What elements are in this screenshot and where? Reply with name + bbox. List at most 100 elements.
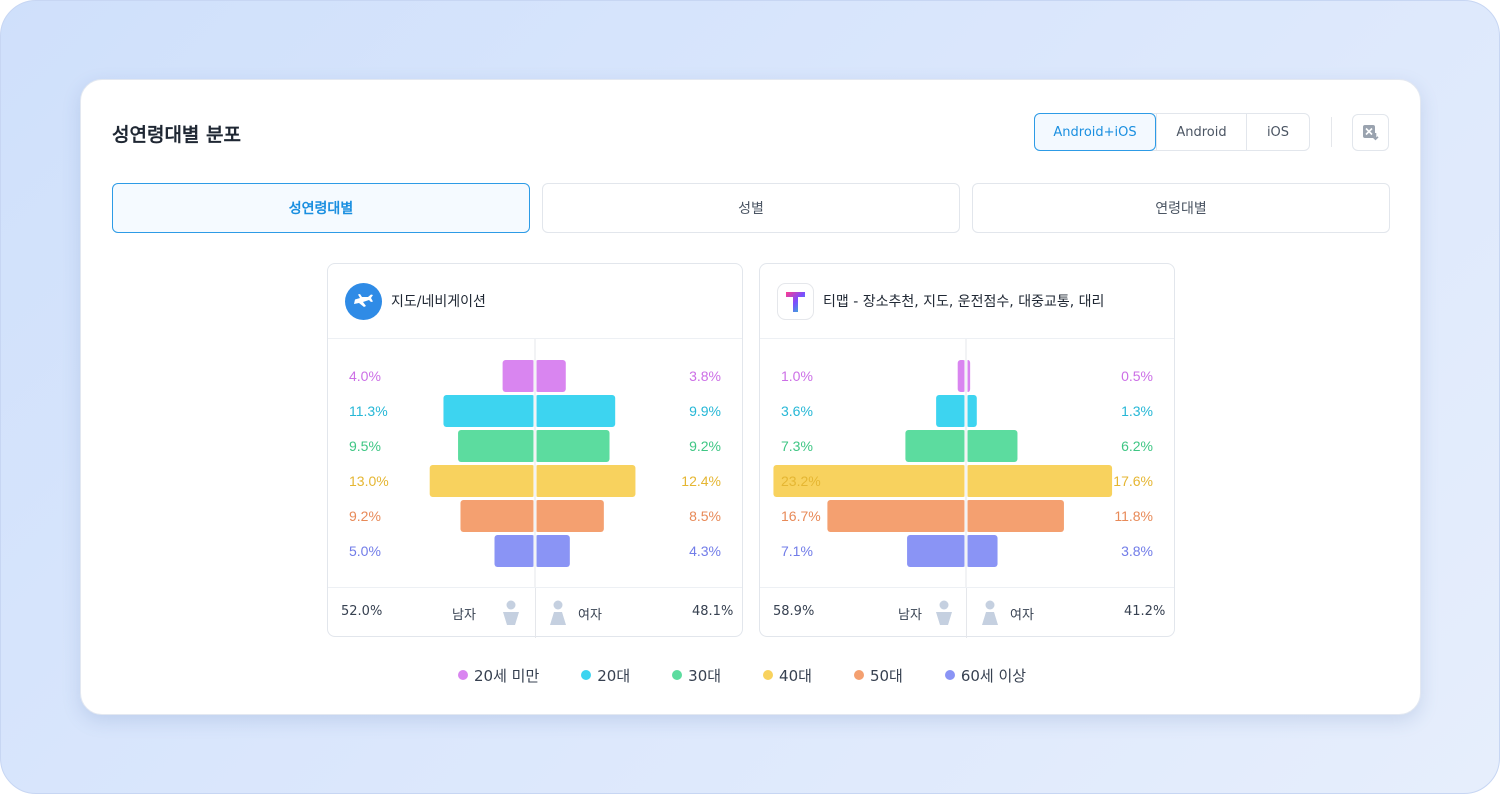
toolbar-divider	[1331, 117, 1332, 147]
population-pyramid-chart: 4.0% 3.8% 11.3% 9.9% 9.5% 9.2% 13.0% 12.4% 9.2% 8…	[349, 339, 721, 587]
population-pyramid-chart: 1.0% 0.5% 3.6% 1.3% 7.3% 6.2% 23.2% 17.6% 16.7% 1…	[773, 339, 1153, 587]
female-total: 48.1%	[692, 604, 734, 619]
male-bar[interactable]	[957, 360, 966, 392]
male-total: 52.0%	[341, 604, 383, 619]
tab-gender[interactable]: 성별	[542, 183, 960, 233]
tmap-logo-icon	[777, 283, 814, 320]
female-label: 여자	[1010, 608, 1034, 623]
male-bar[interactable]	[773, 465, 966, 497]
card-title: 성연령대별 분포	[112, 124, 241, 146]
male-value-label: 4.0%	[349, 368, 381, 384]
male-label: 남자	[898, 608, 922, 623]
platform-ios-button[interactable]: iOS	[1246, 114, 1309, 150]
male-value-label: 13.0%	[349, 473, 389, 489]
male-value-label: 9.2%	[349, 508, 381, 524]
panel-header: 지도/네비게이션	[328, 264, 742, 339]
panel-footer: 52.0% 남자 여자 48.1%	[328, 587, 742, 638]
app-name: 티맵 - 장소추천, 지도, 운전점수, 대중교통, 대리	[823, 294, 1105, 310]
male-person-icon	[936, 600, 952, 625]
male-bar[interactable]	[502, 360, 535, 392]
app-name: 지도/네비게이션	[391, 294, 486, 310]
female-value-label: 9.9%	[689, 403, 721, 419]
male-bar[interactable]	[907, 535, 966, 567]
legend-label: 30대	[688, 666, 722, 685]
male-bar[interactable]	[827, 500, 966, 532]
female-bar[interactable]	[966, 395, 977, 427]
male-bar[interactable]	[429, 465, 535, 497]
legend-item: 50대	[853, 665, 903, 686]
male-person-icon	[503, 600, 519, 625]
female-bar[interactable]	[966, 500, 1064, 532]
female-value-label: 9.2%	[689, 438, 721, 454]
legend-item: 30대	[672, 665, 721, 686]
platform-android-ios-button[interactable]: Android+iOS	[1034, 113, 1156, 151]
chart-legend: 20세 미만 20대 30대 40대 50대 60세 이상	[458, 665, 1026, 685]
footer-divider	[535, 588, 536, 638]
male-value-label: 3.6%	[781, 403, 813, 419]
female-bar[interactable]	[535, 465, 636, 497]
male-value-label: 11.3%	[349, 403, 388, 419]
female-value-label: 6.2%	[1121, 438, 1153, 454]
female-value-label: 17.6%	[1113, 473, 1153, 489]
legend-swatch	[672, 670, 683, 680]
male-value-label: 23.2%	[781, 473, 821, 489]
legend-swatch	[944, 670, 955, 680]
female-value-label: 0.5%	[1121, 368, 1153, 384]
female-bar[interactable]	[966, 535, 998, 567]
legend-label: 50대	[869, 666, 903, 685]
legend-label: 60세 이상	[960, 666, 1027, 685]
footer-divider	[966, 588, 967, 638]
legend-label: 40대	[779, 666, 812, 685]
male-label: 남자	[452, 608, 476, 623]
female-bar[interactable]	[535, 360, 566, 392]
legend-item: 20대	[581, 665, 630, 686]
legend-swatch	[458, 670, 468, 680]
app-panel-navigation: 지도/네비게이션 4.0% 3.8% 11.3% 9.9% 9.5% 9.2% 13.0% 1…	[327, 263, 743, 638]
female-value-label: 3.8%	[689, 368, 721, 384]
female-value-label: 4.3%	[689, 543, 721, 559]
female-total: 41.2%	[1124, 604, 1166, 619]
excel-download-button[interactable]	[1352, 114, 1389, 151]
male-bar[interactable]	[936, 395, 966, 427]
legend-swatch	[581, 670, 592, 680]
view-tabs: 성연령대별 성별 연령대별	[112, 183, 1390, 233]
female-bar[interactable]	[535, 430, 610, 462]
female-bar[interactable]	[535, 535, 570, 567]
legend-swatch	[763, 670, 774, 680]
app-panel-tmap: 티맵 - 장소추천, 지도, 운전점수, 대중교통, 대리 1.0% 0.5% 3.…	[759, 263, 1175, 638]
male-value-label: 7.3%	[781, 438, 813, 454]
female-value-label: 8.5%	[689, 508, 721, 524]
female-value-label: 1.3%	[1121, 403, 1153, 419]
male-bar[interactable]	[905, 430, 966, 462]
male-bar[interactable]	[460, 500, 535, 532]
male-bar[interactable]	[458, 430, 535, 462]
excel-download-icon	[1362, 124, 1379, 140]
male-value-label: 9.5%	[349, 438, 381, 454]
female-bar[interactable]	[966, 430, 1018, 462]
female-value-label: 11.8%	[1114, 508, 1153, 524]
airplane-icon	[345, 283, 382, 320]
male-value-label: 5.0%	[349, 543, 381, 559]
female-bar[interactable]	[535, 500, 604, 532]
male-bar[interactable]	[443, 395, 535, 427]
legend-swatch	[853, 670, 864, 680]
legend-item: 40대	[763, 665, 812, 686]
female-person-icon	[550, 600, 566, 625]
male-value-label: 1.0%	[781, 368, 813, 384]
legend-label: 20세 미만	[474, 666, 540, 685]
panel-header: 티맵 - 장소추천, 지도, 운전점수, 대중교통, 대리	[760, 264, 1174, 339]
female-person-icon	[982, 600, 998, 625]
legend-item: 60세 이상	[944, 665, 1027, 686]
female-value-label: 12.4%	[681, 473, 721, 489]
tab-age-gender[interactable]: 성연령대별	[112, 183, 530, 233]
legend-item: 20세 미만	[458, 665, 539, 686]
female-bar[interactable]	[966, 465, 1113, 497]
male-value-label: 7.1%	[781, 543, 813, 559]
tab-age[interactable]: 연령대별	[972, 183, 1390, 233]
female-bar[interactable]	[535, 395, 616, 427]
platform-android-button[interactable]: Android	[1156, 114, 1246, 150]
male-total: 58.9%	[773, 604, 815, 619]
legend-label: 20대	[597, 666, 631, 685]
male-bar[interactable]	[494, 535, 536, 567]
platform-selector: Android+iOS Android iOS	[1034, 113, 1310, 151]
